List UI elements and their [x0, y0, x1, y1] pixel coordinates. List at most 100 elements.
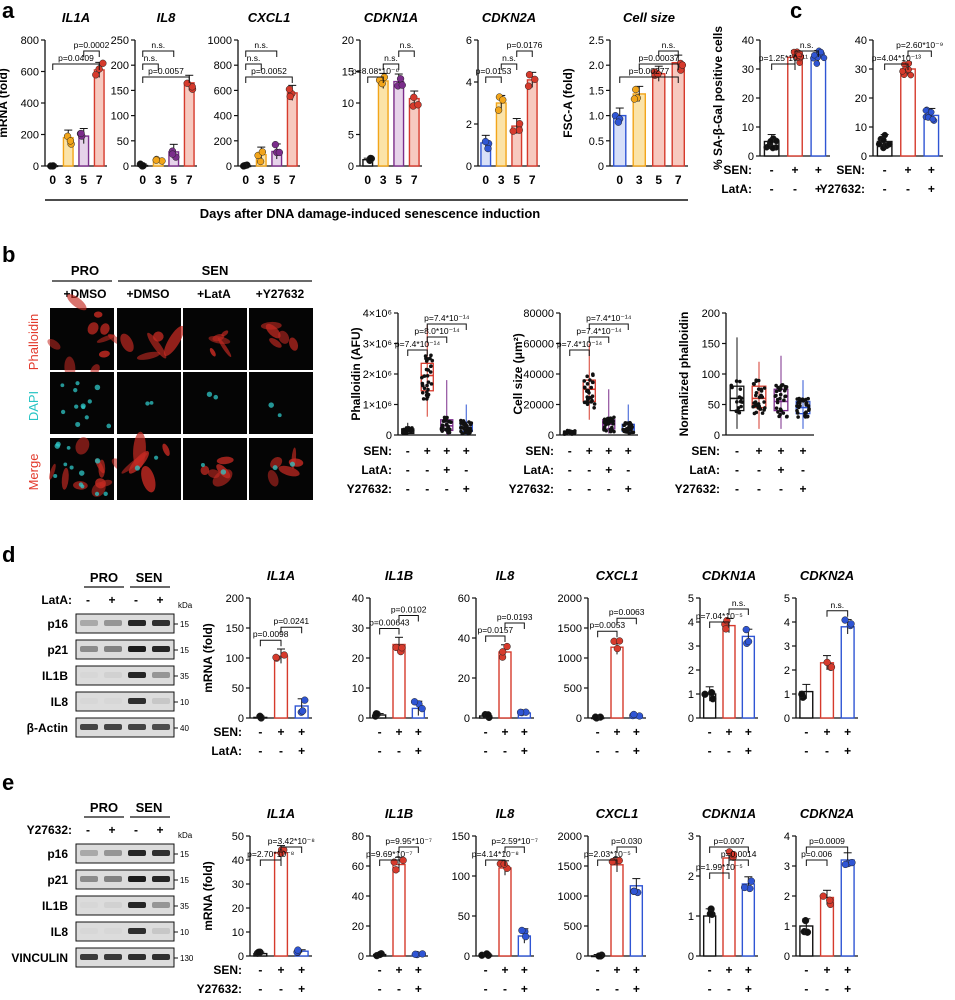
- data-point: [775, 397, 780, 402]
- y-tick-label: 1000: [208, 35, 232, 47]
- y-tick-label: 2: [688, 871, 694, 883]
- data-point: [461, 419, 466, 423]
- dapi-nucleus: [75, 381, 80, 386]
- phalloidin-signal: [278, 330, 290, 344]
- data-point: [570, 432, 574, 436]
- data-point: [299, 707, 307, 715]
- p-value-label: p=0.0193: [497, 612, 533, 622]
- data-point: [774, 389, 779, 394]
- y-tick-label: 100: [452, 871, 470, 883]
- condition-sign: -: [445, 482, 449, 496]
- significance-bracket: [52, 63, 100, 70]
- dapi-nucleus: [206, 391, 213, 397]
- y-tick-label: 20: [458, 673, 470, 685]
- data-point: [139, 162, 147, 170]
- y-tick-label: 4: [784, 831, 790, 843]
- condition-sign: -: [801, 463, 805, 477]
- data-point: [819, 892, 827, 900]
- y-tick-label: 3×10⁶: [363, 339, 392, 351]
- blot-band: [152, 620, 170, 626]
- data-point: [773, 394, 778, 398]
- y-axis-label: Normalized phalloidin: [677, 312, 691, 437]
- data-point: [603, 420, 608, 425]
- data-point: [762, 408, 766, 412]
- condition-sign: -: [279, 744, 283, 758]
- dapi-nucleus: [74, 404, 79, 409]
- data-point: [423, 354, 428, 358]
- data-point: [401, 430, 406, 434]
- condition-row-label: SEN:: [525, 444, 554, 458]
- condition-sign: -: [425, 463, 429, 477]
- micrograph-tile: [249, 308, 313, 370]
- data-point: [77, 129, 85, 138]
- kda-marker: 15: [180, 620, 189, 629]
- data-point: [760, 411, 765, 415]
- condition-sign: -: [397, 744, 401, 758]
- data-point: [627, 427, 631, 432]
- y-tick-label: 500: [564, 921, 582, 933]
- data-point: [612, 415, 616, 420]
- p-value-label: p=0.030: [611, 836, 642, 846]
- condition-sign: +: [415, 963, 422, 977]
- condition-sign: +: [844, 725, 851, 739]
- data-point: [525, 71, 534, 79]
- data-point: [447, 430, 452, 435]
- blot-protein-label: p16: [47, 847, 68, 861]
- condition-sign: -: [735, 463, 739, 477]
- y-tick-label: 0: [238, 951, 244, 963]
- data-point: [811, 51, 818, 59]
- chart-title: CDKN2A: [800, 568, 854, 583]
- dapi-nucleus: [106, 423, 112, 429]
- condition-sign: +: [844, 982, 851, 996]
- p-value-label: p=0.0241: [273, 616, 309, 626]
- p-value-label: p=0.0157: [477, 625, 513, 635]
- bar: [392, 643, 406, 719]
- chart-title: IL1B: [385, 806, 413, 821]
- significance-bracket: [907, 50, 932, 57]
- blot-sign: -: [86, 593, 90, 607]
- data-point: [429, 382, 434, 386]
- blot-band: [152, 902, 170, 908]
- p-value-label: n.s.: [502, 53, 516, 63]
- data-point: [591, 373, 595, 378]
- data-point: [429, 364, 433, 368]
- data-point: [422, 386, 427, 391]
- chart-e-cxcl1: 0 500 1000 1500 2000 CXCL1 p=2.03*10⁻⁵ p=0.030 -…: [558, 806, 646, 996]
- x-tick-label: 3: [258, 173, 265, 187]
- data-point: [588, 378, 592, 382]
- condition-sign: -: [258, 725, 262, 739]
- data-point: [582, 385, 587, 390]
- condition-sign: -: [406, 482, 410, 496]
- p-value-label: p=7.04*10⁻⁵: [696, 611, 743, 621]
- data-point: [606, 416, 610, 421]
- p-value-label: p=7.4*10⁻¹⁴: [586, 313, 632, 323]
- condition-sign: -: [804, 963, 808, 977]
- data-point: [461, 422, 466, 426]
- blot-band: [152, 724, 170, 730]
- data-point: [744, 637, 753, 646]
- blot-band: [128, 724, 146, 730]
- blot-band: [104, 646, 122, 652]
- dapi-nucleus: [54, 443, 61, 449]
- data-point: [582, 379, 587, 383]
- data-point: [239, 162, 248, 170]
- significance-bracket: [884, 63, 909, 70]
- dapi-nucleus: [69, 465, 74, 470]
- data-point: [608, 429, 613, 434]
- data-point: [610, 418, 614, 422]
- data-point: [782, 388, 787, 393]
- chart-title: CDKN1A: [364, 10, 418, 25]
- significance-bracket: [504, 622, 525, 629]
- data-point: [518, 926, 526, 935]
- data-point: [608, 858, 617, 866]
- condition-sign: +: [928, 163, 935, 177]
- y-tick-label: 4×10⁶: [363, 308, 392, 320]
- p-value-label: p=1.25*10⁻¹¹: [759, 53, 808, 63]
- data-point: [776, 410, 780, 414]
- condition-row-label: Y27632:: [820, 182, 865, 196]
- significance-bracket: [709, 621, 730, 628]
- dapi-nucleus: [94, 491, 100, 497]
